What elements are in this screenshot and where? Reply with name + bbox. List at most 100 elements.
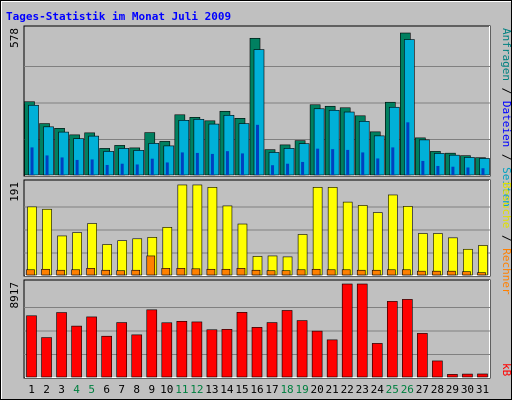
bar-kb-day-8 bbox=[131, 334, 143, 378]
bar-kb-day-19 bbox=[296, 320, 308, 378]
bar-rechner-day-5 bbox=[86, 268, 95, 276]
bar-dateien-day-25 bbox=[391, 147, 395, 175]
legend-kb: kB bbox=[500, 363, 512, 377]
bar-dateien-day-11 bbox=[180, 152, 184, 175]
bar-dateien-day-21 bbox=[331, 149, 335, 175]
bar-dateien-day-28 bbox=[436, 165, 440, 175]
bar-besuche-day-7 bbox=[117, 240, 128, 276]
day-label-22: 22 bbox=[341, 383, 354, 396]
bar-rechner-day-9 bbox=[146, 255, 156, 276]
bar-besuche-day-21 bbox=[327, 187, 338, 276]
bar-dateien-day-23 bbox=[361, 152, 365, 175]
day-label-3: 3 bbox=[58, 383, 65, 396]
chart-title: Tages-Statistik im Monat Juli 2009 bbox=[6, 10, 231, 23]
bar-besuche-day-31 bbox=[478, 245, 488, 276]
bar-kb-day-14 bbox=[221, 329, 233, 378]
bar-kb-day-28 bbox=[432, 360, 443, 378]
bar-dateien-day-31 bbox=[481, 168, 485, 175]
bar-kb-day-22 bbox=[341, 283, 353, 378]
bar-besuche-day-10 bbox=[162, 227, 173, 276]
bar-rechner-day-16 bbox=[251, 269, 261, 276]
bar-rechner-day-21 bbox=[326, 269, 336, 276]
bar-dateien-day-13 bbox=[210, 153, 214, 175]
day-label-20: 20 bbox=[311, 383, 324, 396]
day-label-1: 1 bbox=[28, 383, 35, 396]
y-max-label-bottom: 8917 bbox=[8, 282, 21, 309]
legend-seiten: Seiten bbox=[500, 167, 512, 207]
bar-rechner-day-2 bbox=[41, 268, 50, 276]
bar-rechner-day-7 bbox=[116, 270, 126, 276]
bar-rechner-day-17 bbox=[266, 270, 276, 276]
bar-besuche-day-22 bbox=[342, 201, 353, 276]
bar-kb-day-25 bbox=[386, 301, 398, 378]
bar-besuche-day-29 bbox=[448, 237, 458, 276]
legend-slash-1: / bbox=[500, 88, 512, 95]
bar-dateien-day-6 bbox=[105, 164, 109, 175]
bar-rechner-day-28 bbox=[432, 270, 441, 276]
bar-besuche-day-19 bbox=[297, 234, 308, 276]
bar-kb-day-27 bbox=[417, 333, 428, 378]
bar-kb-day-3 bbox=[56, 312, 67, 378]
bar-seiten-day-7 bbox=[118, 148, 130, 176]
bar-rechner-day-8 bbox=[131, 269, 141, 276]
legend-middle: Besuche / Rechner bbox=[500, 182, 512, 295]
bar-rechner-day-25 bbox=[386, 269, 396, 276]
bar-rechner-day-22 bbox=[341, 269, 351, 276]
legend-dateien: Dateien bbox=[500, 101, 512, 147]
bar-rechner-day-26 bbox=[402, 269, 411, 276]
bar-rechner-day-1 bbox=[26, 269, 35, 276]
bar-besuche-day-4 bbox=[72, 232, 82, 276]
bar-dateien-day-14 bbox=[225, 151, 229, 175]
bar-dateien-day-15 bbox=[240, 153, 244, 175]
bar-kb-day-15 bbox=[236, 312, 248, 378]
day-label-29: 29 bbox=[446, 383, 459, 396]
day-label-9: 9 bbox=[148, 383, 155, 396]
bar-rechner-day-29 bbox=[447, 270, 456, 276]
bar-besuche-day-20 bbox=[312, 187, 323, 276]
bar-rechner-day-14 bbox=[221, 268, 231, 276]
day-label-8: 8 bbox=[133, 383, 140, 396]
bar-rechner-day-11 bbox=[176, 268, 186, 276]
legend-bottom: kB bbox=[500, 363, 512, 377]
bar-rechner-day-6 bbox=[101, 269, 110, 276]
day-label-16: 16 bbox=[250, 383, 263, 396]
bar-besuche-day-8 bbox=[132, 238, 143, 276]
bar-kb-day-1 bbox=[26, 315, 37, 378]
bar-kb-day-21 bbox=[326, 339, 338, 378]
day-label-25: 25 bbox=[386, 383, 399, 396]
bar-rechner-day-23 bbox=[356, 269, 366, 276]
bar-rechner-day-27 bbox=[417, 270, 426, 276]
day-label-26: 26 bbox=[401, 383, 414, 396]
bar-dateien-day-7 bbox=[120, 163, 124, 175]
legend-rechner: Rechner bbox=[500, 248, 512, 295]
bar-kb-day-31 bbox=[477, 373, 488, 378]
bar-dateien-day-16 bbox=[256, 124, 259, 175]
bar-dateien-day-24 bbox=[376, 158, 380, 175]
legend-besuche: Besuche bbox=[500, 182, 512, 228]
bar-dateien-day-9 bbox=[150, 158, 154, 175]
bar-rechner-day-3 bbox=[56, 269, 65, 276]
bar-rechner-day-15 bbox=[236, 268, 246, 276]
bar-besuche-day-13 bbox=[207, 187, 218, 276]
day-label-18: 18 bbox=[280, 383, 293, 396]
legend-slash-3: / bbox=[500, 235, 512, 242]
bar-rechner-day-31 bbox=[477, 272, 486, 276]
bar-kb-day-30 bbox=[462, 373, 473, 378]
y-max-label-top: 578 bbox=[8, 28, 21, 48]
bar-besuche-day-30 bbox=[463, 248, 473, 276]
day-label-23: 23 bbox=[356, 383, 369, 396]
bar-dateien-day-3 bbox=[60, 157, 64, 175]
bar-kb-day-11 bbox=[176, 321, 188, 378]
day-label-15: 15 bbox=[235, 383, 248, 396]
bar-kb-day-17 bbox=[266, 322, 278, 378]
day-label-13: 13 bbox=[205, 383, 218, 396]
bar-besuche-day-2 bbox=[42, 208, 52, 276]
bar-dateien-day-20 bbox=[316, 148, 320, 175]
bar-besuche-day-27 bbox=[418, 233, 428, 276]
bar-besuche-day-24 bbox=[372, 212, 383, 276]
bar-dateien-day-19 bbox=[301, 161, 305, 175]
bar-kb-day-2 bbox=[41, 337, 52, 378]
bar-besuche-day-25 bbox=[387, 194, 398, 276]
day-label-31: 31 bbox=[476, 383, 489, 396]
bar-dateien-day-4 bbox=[75, 159, 79, 175]
